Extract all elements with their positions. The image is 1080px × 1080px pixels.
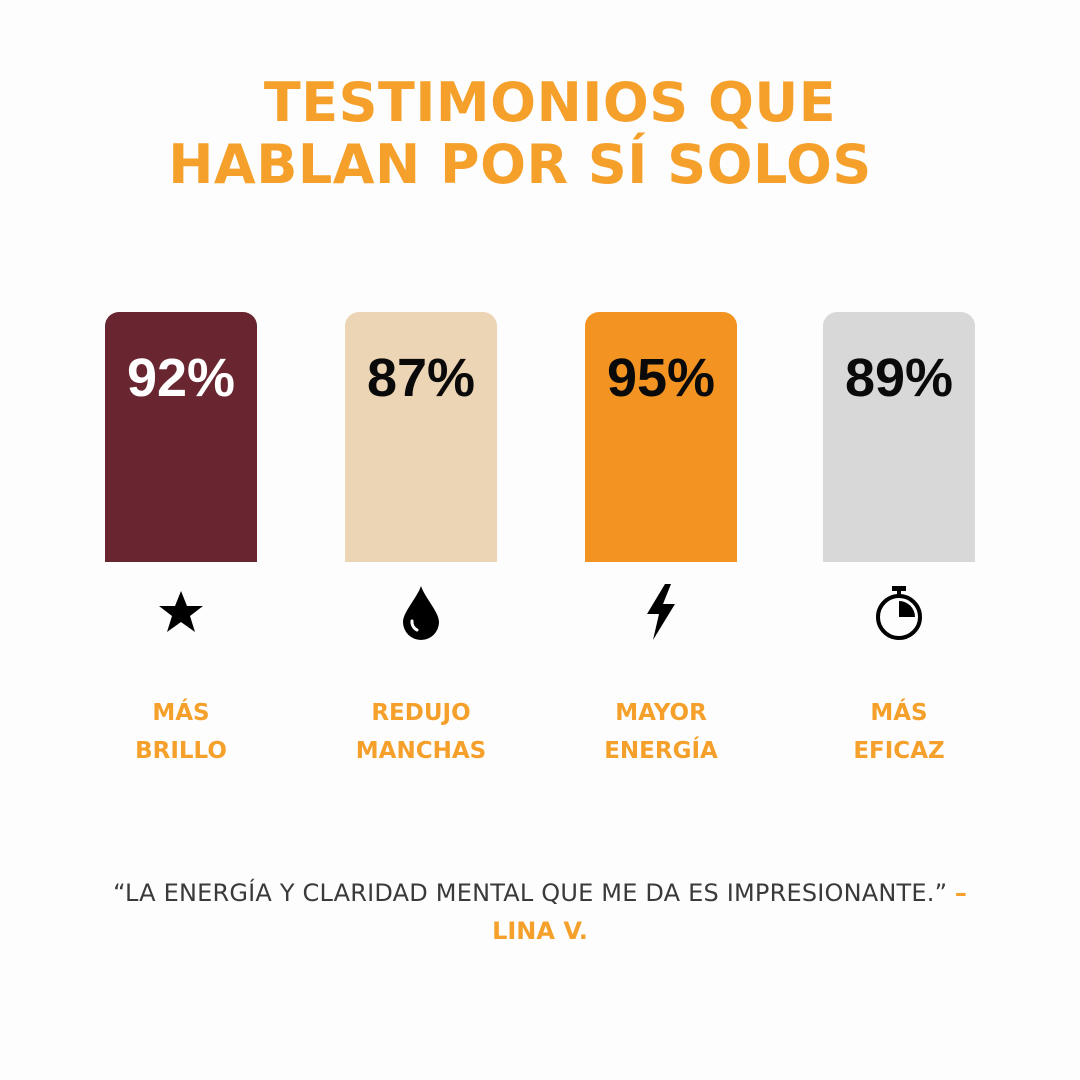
stat-value: 87% (366, 348, 476, 408)
stat-card-eficaz: 89% (823, 312, 975, 562)
stat-value: 89% (844, 348, 954, 408)
page-title: TESTIMONIOS QUE HABLAN POR SÍ SOLOS (0, 72, 1040, 196)
testimonial-dash: – (954, 879, 967, 907)
testimonial-quote: “LA ENERGÍA Y CLARIDAD MENTAL QUE ME DA … (113, 879, 948, 907)
stat-card-energia: 95% (585, 312, 737, 562)
stat-label-manchas: REDUJO MANCHAS (355, 700, 487, 764)
title-line-2: HABLAN POR SÍ SOLOS (168, 133, 872, 196)
stat-value: 95% (606, 348, 716, 408)
testimonial: “LA ENERGÍA Y CLARIDAD MENTAL QUE ME DA … (40, 874, 1040, 950)
stopwatch-icon (823, 584, 975, 640)
title-line-1: TESTIMONIOS QUE (263, 71, 837, 134)
star-icon (105, 584, 257, 640)
stat-label-energia: MAYOR ENERGÍA (604, 700, 718, 764)
stat-label-eficaz: MÁS EFICAZ (853, 700, 945, 764)
stat-card-manchas: 87% (345, 312, 497, 562)
testimonial-author: LINA V. (492, 917, 588, 945)
stat-value: 92% (126, 348, 236, 408)
stat-label-brillo: MÁS BRILLO (135, 700, 227, 764)
lightning-bolt-icon (585, 584, 737, 640)
water-drop-icon (345, 584, 497, 640)
stat-card-brillo: 92% (105, 312, 257, 562)
